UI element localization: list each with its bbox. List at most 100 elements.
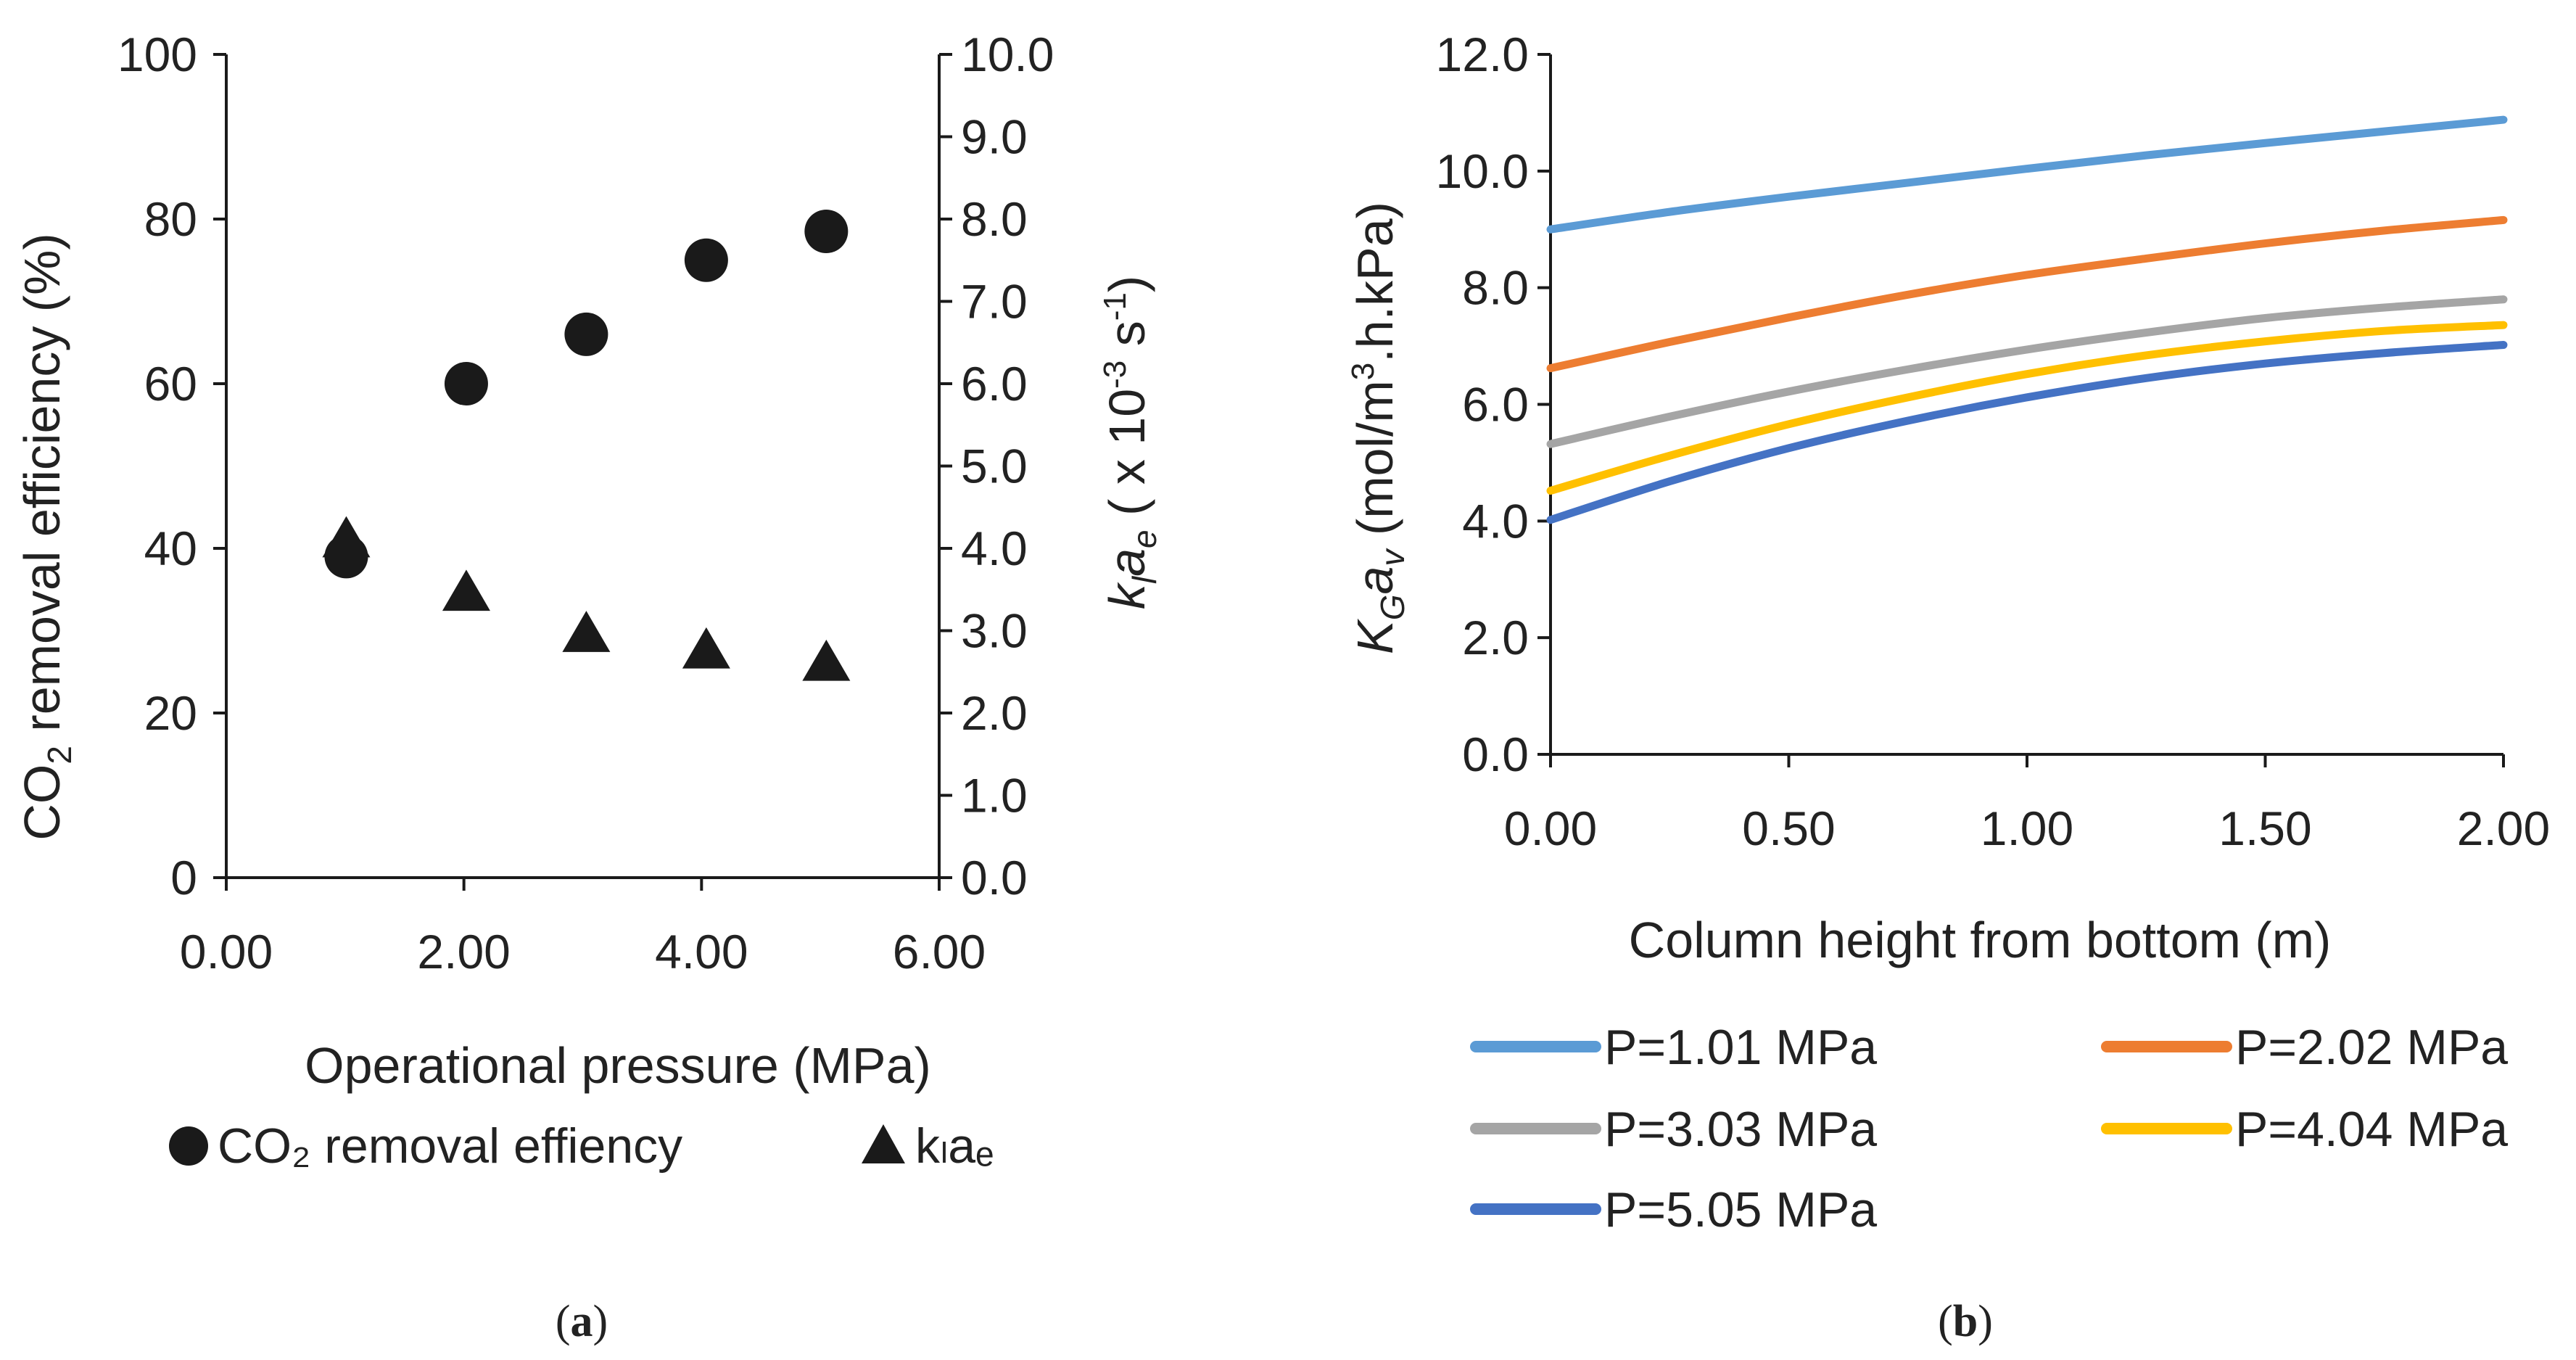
panel-a-right-ticks: 0.0 1.0 2.0 3.0 4.0 5.0 6.0 7.0 8.0 9.0 10.0 [939, 28, 1054, 904]
panel-a-right-tick-label: 7.0 [961, 275, 1028, 329]
panel-a-x-tick-label: 6.00 [893, 925, 986, 978]
series-line-202 [1546, 215, 2508, 373]
panel-b-y-tick-label: 6.0 [1462, 378, 1529, 432]
klae-point [442, 569, 490, 611]
panel-b-x-axis-label: Column height from bottom (m) [1629, 912, 2332, 968]
legend-co2-efficiency-label: CO₂ removal effiency [218, 1118, 682, 1174]
panel-b-y-axis-label-exp: 3 [1345, 363, 1381, 380]
panel-a-right-tick-label: 5.0 [961, 440, 1028, 493]
co2-efficiency-point [684, 238, 728, 282]
series-line-404 [1546, 321, 2508, 495]
panel-a-right-tick-label: 4.0 [961, 522, 1028, 575]
panel-b-x-tick-label: 0.00 [1504, 801, 1597, 855]
panel-a-right-axis-label-a: a [1099, 548, 1155, 577]
legend-triangle-marker [862, 1124, 905, 1163]
panel-b-y-axis-label: KGav (mol/m3.h.kPa) [1345, 202, 1411, 654]
panel-a-x-tick-label: 4.00 [655, 925, 748, 978]
panel-a-left-tick-label: 0 [170, 851, 197, 904]
panel-b-chart: 0.0 2.0 4.0 6.0 8.0 10.0 12.0 0.00 0.50 1.00 1.50… [1345, 28, 2550, 1346]
co2-efficiency-point [444, 362, 488, 405]
legend-label-p505: P=5.05 MPa [1604, 1182, 1877, 1237]
panel-a-x-tick-label: 2.00 [417, 925, 510, 978]
panel-a-x-tick-label: 0.00 [180, 925, 273, 978]
co2-efficiency-point [564, 312, 608, 356]
panel-a-right-tick-label: 0.0 [961, 851, 1028, 904]
panel-b-y-tick-label: 10.0 [1436, 144, 1529, 198]
legend-label-p202: P=2.02 MPa [2235, 1020, 2508, 1075]
legend-klae-label: kₗaₑ [915, 1118, 994, 1174]
panel-a-x-ticks: 0.00 2.00 4.00 6.00 [180, 878, 986, 978]
panel-a-right-tick-label: 1.0 [961, 769, 1028, 823]
panel-b-y-tick-label: 2.0 [1462, 611, 1529, 664]
panel-a-right-tick-label: 6.0 [961, 357, 1028, 411]
panel-b-y-axis-label-a-sub: v [1374, 548, 1411, 566]
panel-b-y-tick-label: 12.0 [1436, 28, 1529, 81]
panel-a-left-tick-label: 40 [144, 522, 197, 575]
panel-a-left-tick-label: 100 [117, 28, 197, 81]
panel-b-x-tick-label: 2.00 [2457, 801, 2550, 855]
panel-b-caption-close: ) [1978, 1297, 1993, 1346]
legend-label-p404: P=4.04 MPa [2235, 1102, 2508, 1157]
co2-efficiency-point [804, 210, 849, 254]
panel-a-x-axis-label: Operational pressure (MPa) [305, 1037, 931, 1094]
legend-item-p505: P=5.05 MPa [1470, 1182, 1877, 1237]
legend-item-p404: P=4.04 MPa [2101, 1102, 2508, 1157]
panel-b-y-axis-label-k-sub: G [1374, 595, 1411, 621]
panel-a-left-ticks: 0 20 40 60 80 100 [117, 28, 226, 904]
panel-a-marks [322, 210, 851, 681]
legend-circle-marker [169, 1126, 208, 1166]
panel-b-y-axis-label-open: (mol/m [1347, 380, 1403, 549]
panel-a-right-tick-label: 10.0 [961, 28, 1054, 81]
series-line-505 [1546, 340, 2508, 524]
panel-a-right-axis-label-exp2: -1 [1097, 292, 1133, 321]
series-line-101 [1546, 115, 2508, 234]
legend-label-p101: P=1.01 MPa [1604, 1020, 1877, 1075]
panel-a-right-axis-label-mid: s [1099, 321, 1155, 360]
legend-item-p101: P=1.01 MPa [1470, 1020, 1877, 1075]
panel-b-lines [1546, 115, 2508, 524]
panel-a-caption-letter: a [571, 1297, 593, 1346]
panel-a-caption-open: ( [556, 1297, 571, 1346]
panel-b-y-axis-label-close: .h.kPa) [1347, 202, 1403, 363]
legend-label-p303: P=3.03 MPa [1604, 1102, 1877, 1157]
legend-item-p202: P=2.02 MPa [2101, 1020, 2508, 1075]
panel-a-right-axis-label-a-sub: e [1126, 529, 1163, 548]
panel-a-right-axis-label-close: ) [1099, 276, 1155, 292]
panel-b-x-ticks: 0.00 0.50 1.00 1.50 2.00 [1504, 754, 2550, 855]
panel-b-caption: (b) [1938, 1297, 1993, 1346]
panel-b-legend: P=1.01 MPa P=2.02 MPa P=3.03 MPa P=4.04 … [1470, 1020, 2508, 1237]
panel-a-right-tick-label: 2.0 [961, 686, 1028, 740]
klae-point [322, 516, 371, 558]
panel-a-right-tick-label: 8.0 [961, 192, 1028, 246]
panel-a-left-axis-label-rest: removal efficiency (%) [14, 233, 70, 746]
panel-b-y-tick-label: 0.0 [1462, 728, 1529, 781]
panel-a-left-axis-label-sub: 2 [41, 746, 78, 765]
panel-a-right-axis-label-k-sub: l [1126, 575, 1163, 584]
panel-a-left-tick-label: 80 [144, 192, 197, 246]
panel-a-right-tick-label: 3.0 [961, 604, 1028, 658]
panel-a-caption: (a) [556, 1297, 608, 1346]
panel-a-left-tick-label: 20 [144, 686, 197, 740]
panel-a-left-axis-label-co: CO [14, 765, 70, 841]
panel-b-y-axis-label-k: K [1347, 618, 1403, 654]
panel-a-right-tick-label: 9.0 [961, 110, 1028, 164]
panel-a-right-axis-label: klae ( x 10-3 s-1) [1097, 276, 1163, 609]
panel-b-axes [1549, 54, 2503, 756]
panel-b-y-axis-label-a: a [1347, 566, 1403, 595]
panel-b-y-tick-label: 8.0 [1462, 261, 1529, 315]
panel-b-x-tick-label: 1.00 [1981, 801, 2073, 855]
klae-point [682, 627, 730, 669]
panel-a-right-axis-label-exp1: -3 [1097, 360, 1133, 389]
panel-a-caption-close: ) [593, 1297, 608, 1346]
panel-a-legend: CO₂ removal effiency kₗaₑ [169, 1118, 994, 1174]
panel-b-x-tick-label: 0.50 [1742, 801, 1835, 855]
panel-b-caption-open: ( [1938, 1297, 1953, 1346]
panel-a-left-tick-label: 60 [144, 357, 197, 411]
panel-b-y-tick-label: 4.0 [1462, 494, 1529, 548]
klae-point [802, 639, 851, 681]
panel-a-right-axis-label-k: k [1099, 582, 1155, 609]
klae-point [562, 611, 611, 652]
panel-b-y-ticks: 0.0 2.0 4.0 6.0 8.0 10.0 12.0 [1436, 28, 1551, 781]
panel-a-chart: 0 20 40 60 80 100 0.0 1.0 2.0 3.0 4.0 5.0 6.0 7.0 8.0… [14, 28, 1163, 1346]
